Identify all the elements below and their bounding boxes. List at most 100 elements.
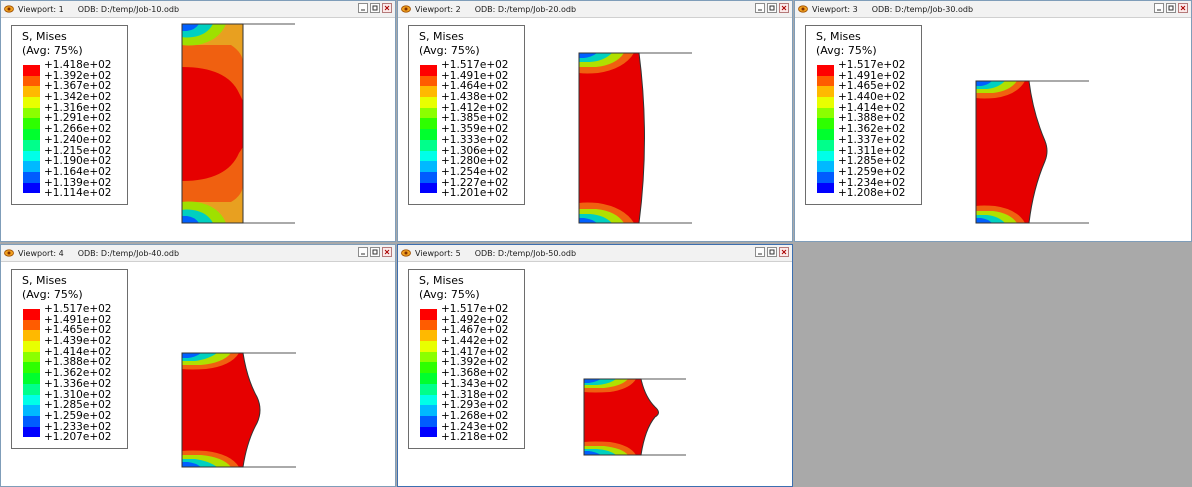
legend-value: +1.385e+02: [441, 112, 509, 125]
close-button[interactable]: [1178, 3, 1188, 13]
viewport-5[interactable]: Viewport: 5 ODB: D:/temp/Job-50.odb S, M…: [397, 244, 793, 487]
legend-value: +1.491e+02: [441, 69, 509, 82]
legend-value: +1.467e+02: [441, 324, 509, 337]
viewport-title: Viewport: 4: [18, 248, 64, 258]
viewport-icon: [401, 4, 411, 14]
legend-value: +1.492e+02: [441, 313, 509, 326]
minimize-button[interactable]: [755, 3, 765, 13]
minimize-button[interactable]: [1154, 3, 1164, 13]
maximize-button[interactable]: [767, 247, 777, 257]
stress-contour-plot: [975, 80, 1089, 224]
contour-legend: S, Mises (Avg: 75%) +1.418e+02 +1.392e+0…: [11, 25, 128, 205]
legend-value: +1.439e+02: [44, 335, 112, 348]
viewport-1[interactable]: Viewport: 1 ODB: D:/temp/Job-10.odb S, M…: [0, 0, 396, 242]
contour-legend: S, Mises (Avg: 75%) +1.517e+02 +1.491e+0…: [408, 25, 525, 205]
viewport-title: Viewport: 1: [18, 4, 64, 14]
contour-legend: S, Mises (Avg: 75%) +1.517e+02 +1.492e+0…: [408, 269, 525, 449]
viewport-icon: [401, 248, 411, 258]
legend-value: +1.517e+02: [44, 303, 112, 315]
legend-value: +1.418e+02: [44, 59, 112, 71]
odb-path: ODB: D:/temp/Job-50.odb: [474, 248, 577, 258]
viewport-titlebar[interactable]: Viewport: 5 ODB: D:/temp/Job-50.odb: [398, 245, 792, 262]
legend-value: +1.414e+02: [838, 101, 906, 114]
legend-title: S, Mises: [816, 30, 861, 43]
viewport-titlebar[interactable]: Viewport: 1 ODB: D:/temp/Job-10.odb: [1, 1, 395, 18]
legend-value: +1.343e+02: [441, 377, 509, 390]
legend-value: +1.368e+02: [441, 367, 509, 380]
stress-contour-plot: [181, 23, 295, 224]
legend-value: +1.291e+02: [44, 112, 112, 125]
legend-value: +1.316e+02: [44, 101, 112, 114]
legend-avg: (Avg: 75%): [816, 44, 877, 57]
legend-value: +1.285e+02: [838, 155, 906, 168]
legend-avg: (Avg: 75%): [419, 44, 480, 57]
legend-value: +1.266e+02: [44, 123, 112, 136]
legend-value: +1.139e+02: [44, 176, 112, 189]
legend-value: +1.337e+02: [838, 133, 906, 146]
legend-value: +1.440e+02: [838, 91, 906, 104]
stress-contour-plot: [181, 352, 296, 468]
close-button[interactable]: [779, 3, 789, 13]
legend-value: +1.342e+02: [44, 91, 112, 104]
contour-legend: S, Mises (Avg: 75%) +1.517e+02 +1.491e+0…: [11, 269, 128, 449]
viewport-4[interactable]: Viewport: 4 ODB: D:/temp/Job-40.odb S, M…: [0, 244, 396, 487]
legend-value: +1.190e+02: [44, 155, 112, 168]
viewport-titlebar[interactable]: Viewport: 3 ODB: D:/temp/Job-30.odb: [795, 1, 1191, 18]
close-button[interactable]: [779, 247, 789, 257]
legend-value: +1.392e+02: [441, 356, 509, 369]
stress-contour-plot: [583, 378, 686, 456]
odb-path: ODB: D:/temp/Job-40.odb: [77, 248, 180, 258]
legend-value: +1.517e+02: [838, 59, 906, 71]
odb-path: ODB: D:/temp/Job-10.odb: [77, 4, 180, 14]
legend-title: S, Mises: [419, 274, 464, 287]
legend-value: +1.164e+02: [44, 165, 112, 178]
minimize-button[interactable]: [755, 247, 765, 257]
legend-color-bar: [23, 65, 40, 194]
viewport-title: Viewport: 2: [415, 4, 461, 14]
legend-value: +1.333e+02: [441, 133, 509, 146]
legend-value: +1.392e+02: [44, 69, 112, 82]
legend-value: +1.240e+02: [44, 133, 112, 146]
legend-color-bar: [420, 309, 437, 438]
viewport-2[interactable]: Viewport: 2 ODB: D:/temp/Job-20.odb S, M…: [397, 0, 793, 242]
empty-workspace: [794, 244, 1192, 487]
legend-value: +1.414e+02: [44, 345, 112, 358]
legend-values: +1.517e+02 +1.492e+02 +1.467e+02 +1.442e…: [441, 304, 508, 443]
close-button[interactable]: [382, 247, 392, 257]
legend-value: +1.438e+02: [441, 91, 509, 104]
minimize-button[interactable]: [358, 3, 368, 13]
maximize-button[interactable]: [370, 3, 380, 13]
legend-avg: (Avg: 75%): [419, 288, 480, 301]
maximize-button[interactable]: [1166, 3, 1176, 13]
maximize-button[interactable]: [767, 3, 777, 13]
viewport-icon: [798, 4, 808, 14]
odb-path: ODB: D:/temp/Job-30.odb: [871, 4, 974, 14]
legend-value: +1.280e+02: [441, 155, 509, 168]
legend-value: +1.412e+02: [441, 101, 509, 114]
minimize-button[interactable]: [358, 247, 368, 257]
contour-legend: S, Mises (Avg: 75%) +1.517e+02 +1.491e+0…: [805, 25, 922, 205]
legend-value: +1.293e+02: [441, 399, 509, 412]
legend-value: +1.233e+02: [44, 420, 112, 433]
legend-title: S, Mises: [419, 30, 464, 43]
legend-value: +1.311e+02: [838, 144, 906, 157]
legend-value: +1.491e+02: [838, 69, 906, 82]
viewport-titlebar[interactable]: Viewport: 2 ODB: D:/temp/Job-20.odb: [398, 1, 792, 18]
legend-color-bar: [817, 65, 834, 194]
stress-contour-plot: [578, 52, 692, 224]
legend-value: +1.268e+02: [441, 409, 509, 422]
legend-value: +1.234e+02: [838, 176, 906, 189]
maximize-button[interactable]: [370, 247, 380, 257]
close-button[interactable]: [382, 3, 392, 13]
viewport-titlebar[interactable]: Viewport: 4 ODB: D:/temp/Job-40.odb: [1, 245, 395, 262]
legend-value: +1.465e+02: [44, 324, 112, 337]
legend-value: +1.318e+02: [441, 388, 509, 401]
legend-value: +1.207e+02: [44, 431, 112, 444]
legend-value: +1.464e+02: [441, 80, 509, 93]
legend-value: +1.417e+02: [441, 345, 509, 358]
viewport-3[interactable]: Viewport: 3 ODB: D:/temp/Job-30.odb S, M…: [794, 0, 1192, 242]
legend-value: +1.465e+02: [838, 80, 906, 93]
legend-value: +1.310e+02: [44, 388, 112, 401]
legend-value: +1.517e+02: [441, 59, 509, 71]
legend-color-bar: [23, 309, 40, 438]
